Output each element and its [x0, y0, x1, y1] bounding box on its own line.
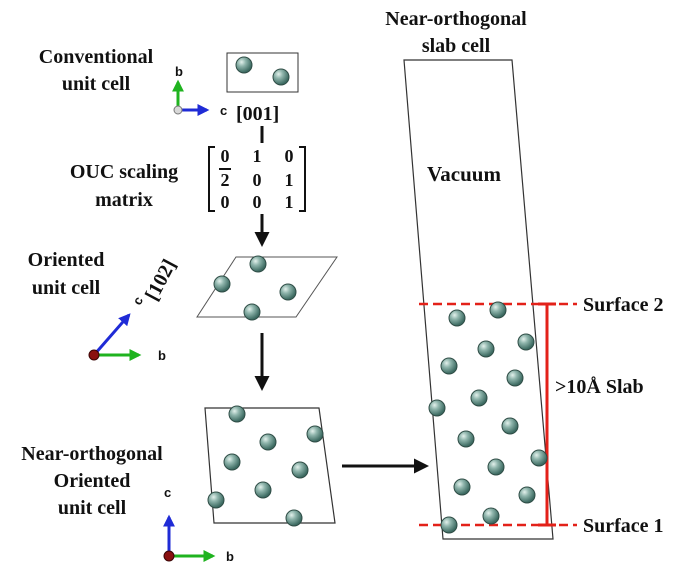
- axis-origin-dot: [88, 349, 100, 361]
- axis-origin-dot: [163, 550, 175, 562]
- slab-cell-box: [403, 59, 554, 540]
- matrix-cell: 0: [253, 192, 262, 212]
- matrix-cell: 1: [253, 146, 262, 166]
- slab-thickness-label: >10Å Slab: [555, 375, 644, 398]
- atom: [518, 486, 536, 504]
- axis-b-label: b: [226, 549, 234, 564]
- slab-title-line1: Near-orthogonal: [385, 8, 527, 30]
- atom: [254, 481, 272, 499]
- near-orth-label-line1: Near-orthogonal: [21, 443, 163, 465]
- oriented-unit-cell-group: Oriented unit cell c b [102]: [28, 249, 338, 363]
- matrix-cell: 1: [285, 192, 294, 212]
- axis-c-label: c: [164, 485, 171, 500]
- oriented-label-line2: unit cell: [32, 277, 101, 299]
- atom: [235, 56, 253, 74]
- atom: [470, 389, 488, 407]
- matrix-left-bracket: [208, 146, 215, 212]
- atom: [272, 68, 290, 86]
- atom: [291, 461, 309, 479]
- atom: [453, 478, 471, 496]
- axis-c-label: c: [220, 103, 227, 118]
- atom: [517, 333, 535, 351]
- atom: [223, 453, 241, 471]
- atom: [501, 417, 519, 435]
- direction-102-label: [102]: [141, 256, 181, 305]
- atom: [259, 433, 277, 451]
- ouc-matrix-group: OUC scaling matrix 0 1 0 2 0 1 0 0 1: [70, 146, 306, 212]
- atom: [530, 449, 548, 467]
- atom: [487, 458, 505, 476]
- axis-b-label: b: [175, 64, 183, 79]
- atom: [440, 357, 458, 375]
- conventional-unit-cell-group: Conventional unit cell b c [001]: [39, 46, 299, 125]
- near-orthogonal-cell-group: Near-orthogonal Oriented unit cell c b: [21, 405, 336, 564]
- matrix-cell: 0: [221, 146, 230, 166]
- conventional-label-line2: unit cell: [62, 73, 131, 95]
- axis-c-arrow: [92, 313, 131, 356]
- vacuum-label: Vacuum: [427, 162, 501, 186]
- atom: [306, 425, 324, 443]
- atom: [506, 369, 524, 387]
- near-orth-label-line2: Oriented: [54, 470, 131, 492]
- direction-001-label: [001]: [236, 103, 279, 125]
- atom: [279, 283, 297, 301]
- matrix-cell: 1: [285, 170, 294, 190]
- matrix-cell: 2: [221, 170, 230, 190]
- atom: [457, 430, 475, 448]
- matrix-right-bracket: [299, 146, 306, 212]
- slab-cell-group: Near-orthogonal slab cell Vacuum Surface…: [385, 8, 664, 540]
- ouc-label-line2: matrix: [95, 189, 153, 211]
- atom: [249, 255, 267, 273]
- surface-2-label: Surface 2: [583, 294, 664, 316]
- atom: [213, 275, 231, 293]
- oriented-cell-box: [196, 256, 338, 318]
- atom: [448, 309, 466, 327]
- near-orthogonal-cell-box: [204, 407, 336, 524]
- atom: [285, 509, 303, 527]
- atom: [207, 491, 225, 509]
- atom: [489, 301, 507, 319]
- oriented-label-line1: Oriented: [28, 249, 105, 271]
- near-orth-label-line3: unit cell: [58, 497, 127, 519]
- surface-1-label: Surface 1: [583, 515, 664, 537]
- atom: [428, 399, 446, 417]
- atom: [228, 405, 246, 423]
- conventional-cell-box: [226, 52, 299, 93]
- axis-origin-dot: [173, 105, 183, 115]
- matrix-cell: 0: [285, 146, 294, 166]
- atom: [243, 303, 261, 321]
- matrix-cell: 0: [253, 170, 262, 190]
- conventional-label-line1: Conventional: [39, 46, 154, 68]
- axis-b-label: b: [158, 348, 166, 363]
- matrix-cell: 0: [221, 192, 230, 212]
- atom: [477, 340, 495, 358]
- atom: [440, 516, 458, 534]
- atom: [482, 507, 500, 525]
- ouc-label-line1: OUC scaling: [70, 161, 178, 183]
- slab-title-line2: slab cell: [422, 35, 491, 57]
